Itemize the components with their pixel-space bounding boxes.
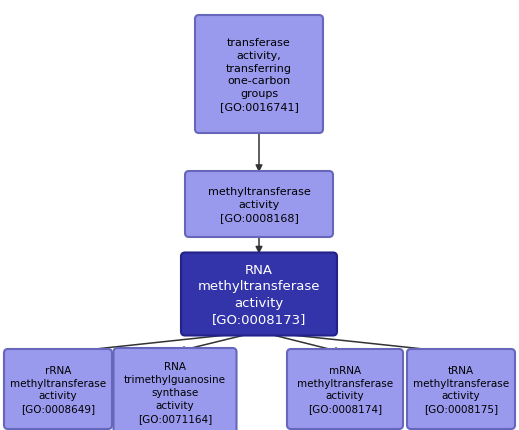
FancyBboxPatch shape — [181, 253, 337, 336]
Text: transferase
activity,
transferring
one-carbon
groups
[GO:0016741]: transferase activity, transferring one-c… — [220, 38, 298, 112]
FancyBboxPatch shape — [407, 349, 515, 429]
FancyBboxPatch shape — [185, 172, 333, 237]
Text: RNA
methyltransferase
activity
[GO:0008173]: RNA methyltransferase activity [GO:00081… — [198, 263, 320, 326]
FancyBboxPatch shape — [287, 349, 403, 429]
Text: rRNA
methyltransferase
activity
[GO:0008649]: rRNA methyltransferase activity [GO:0008… — [10, 365, 106, 413]
Text: tRNA
methyltransferase
activity
[GO:0008175]: tRNA methyltransferase activity [GO:0008… — [413, 365, 509, 413]
FancyBboxPatch shape — [114, 348, 237, 430]
Text: RNA
trimethylguanosine
synthase
activity
[GO:0071164]: RNA trimethylguanosine synthase activity… — [124, 362, 226, 423]
FancyBboxPatch shape — [4, 349, 112, 429]
Text: mRNA
methyltransferase
activity
[GO:0008174]: mRNA methyltransferase activity [GO:0008… — [297, 365, 393, 413]
FancyBboxPatch shape — [195, 16, 323, 134]
Text: methyltransferase
activity
[GO:0008168]: methyltransferase activity [GO:0008168] — [208, 187, 310, 222]
